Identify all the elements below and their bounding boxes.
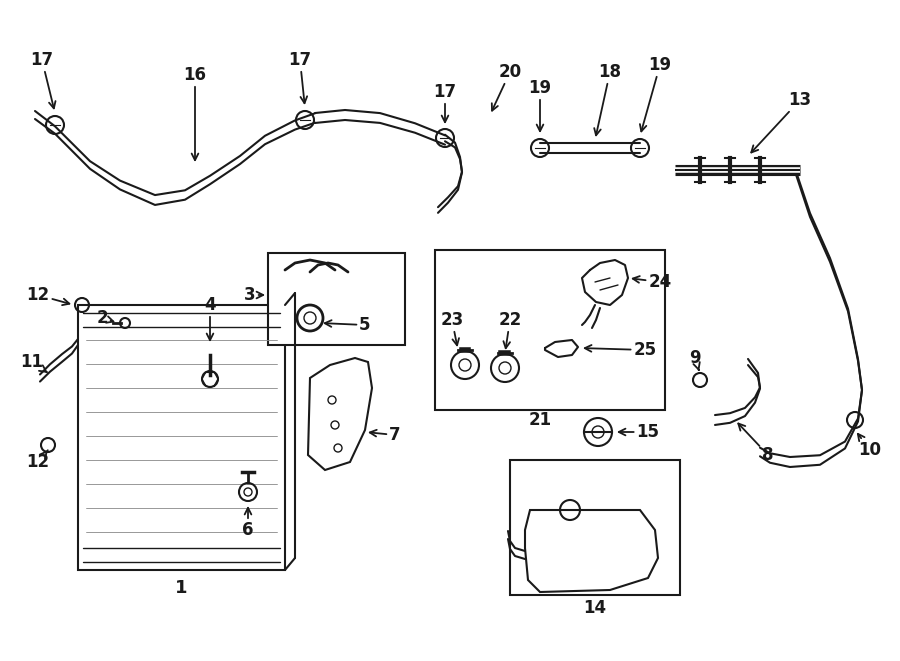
- Text: 19: 19: [528, 79, 552, 131]
- Text: 5: 5: [325, 316, 371, 334]
- Text: 17: 17: [434, 83, 456, 122]
- Bar: [510, 460, 680, 595]
- Text: 2: 2: [96, 309, 113, 327]
- Text: 22: 22: [499, 311, 522, 348]
- Text: 19: 19: [640, 56, 671, 132]
- Text: 1: 1: [175, 579, 187, 597]
- Text: 14: 14: [583, 599, 607, 617]
- Text: 8: 8: [738, 424, 774, 464]
- Text: 3: 3: [244, 286, 263, 304]
- Text: 6: 6: [242, 508, 254, 539]
- Text: 20: 20: [491, 63, 522, 110]
- Text: 7: 7: [370, 426, 400, 444]
- Text: 10: 10: [858, 434, 881, 459]
- Text: 25: 25: [585, 341, 657, 359]
- Text: 16: 16: [184, 66, 206, 160]
- Text: 4: 4: [204, 296, 216, 340]
- Text: 21: 21: [528, 411, 552, 429]
- Bar: [78, 305, 285, 570]
- Text: 12: 12: [26, 450, 50, 471]
- Text: 17: 17: [288, 51, 311, 103]
- Text: 13: 13: [752, 91, 812, 153]
- Bar: [435, 250, 665, 410]
- Text: 12: 12: [26, 286, 69, 305]
- Text: 15: 15: [619, 423, 660, 441]
- Text: 11: 11: [21, 353, 47, 372]
- Text: 24: 24: [633, 273, 671, 291]
- Text: 9: 9: [689, 349, 701, 370]
- Text: 17: 17: [31, 51, 56, 108]
- Text: 18: 18: [594, 63, 622, 136]
- Text: 23: 23: [440, 311, 464, 345]
- Bar: [268, 253, 405, 345]
